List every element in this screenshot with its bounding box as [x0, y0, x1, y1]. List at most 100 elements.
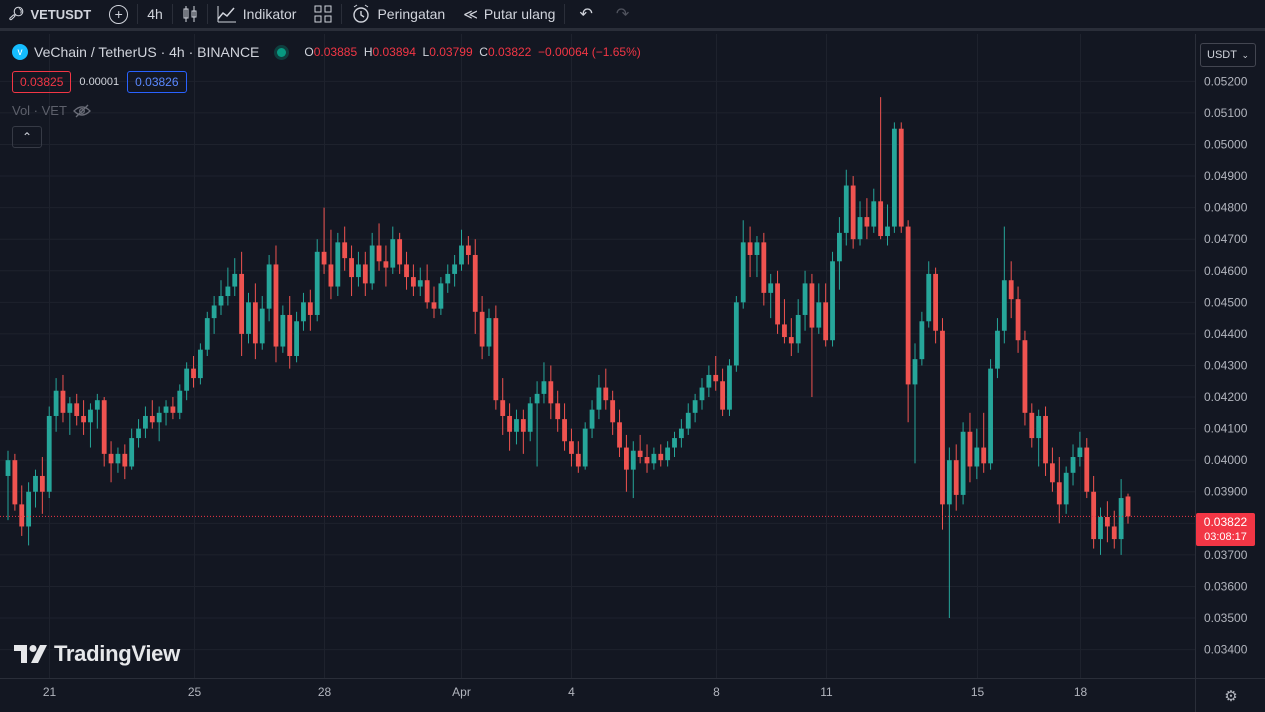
candle-down — [307, 289, 313, 331]
watermark-text: TradingView — [54, 641, 180, 666]
candle-down — [60, 374, 66, 423]
undo-button[interactable]: ↶ — [565, 0, 606, 30]
time-tick-label: 4 — [568, 685, 575, 699]
toolbar-divider — [137, 4, 139, 24]
legend-title[interactable]: VeChain / TetherUS · 4h · BINANCE — [34, 44, 260, 60]
candle-up — [246, 292, 251, 344]
layouts-button[interactable] — [305, 0, 341, 30]
candle-down — [252, 283, 258, 360]
candle-down — [342, 226, 348, 271]
toolbar-divider — [341, 4, 343, 24]
candle-up — [1063, 466, 1069, 514]
candle-body — [1056, 482, 1062, 505]
redo-icon: ↷ — [615, 6, 630, 23]
eye-hidden-icon[interactable] — [73, 104, 91, 118]
price-tick-label: 0.04400 — [1204, 327, 1248, 341]
last-price-tag: 0.03822 03:08:17 — [1196, 513, 1255, 546]
candle-down — [239, 251, 245, 356]
candle-down — [431, 286, 437, 319]
candle-body — [1001, 280, 1007, 331]
candle-body — [1063, 472, 1069, 505]
candle-body — [115, 453, 121, 464]
replay-button[interactable]: ≪ Putar ulang — [454, 0, 564, 30]
candle-body — [12, 460, 18, 505]
candle-body — [967, 431, 973, 467]
candle-body — [788, 337, 794, 344]
price-scale[interactable]: 0.034000.035000.036000.037000.038000.039… — [1195, 34, 1265, 678]
time-tick-label: 8 — [713, 685, 720, 699]
price-tick-label: 0.03700 — [1204, 548, 1248, 562]
candle-up — [946, 447, 952, 619]
candle-up — [1118, 479, 1124, 555]
currency-select[interactable]: USDT ⌄ — [1200, 43, 1256, 67]
candle-down — [823, 283, 829, 347]
candle-body — [252, 302, 258, 344]
candle-up — [589, 400, 595, 439]
candle-down — [410, 264, 416, 297]
candle-body — [981, 447, 987, 464]
candle-up — [1036, 409, 1042, 467]
buy-button[interactable]: 0.03826 — [127, 71, 187, 93]
chart-type-button[interactable] — [173, 0, 207, 30]
candle-down — [933, 267, 939, 344]
candle-body — [816, 302, 822, 328]
candle-up — [919, 311, 925, 366]
candle-up — [211, 296, 217, 334]
candle-up — [727, 359, 732, 416]
low-value: 0.03799 — [429, 45, 473, 59]
candle-up — [46, 406, 52, 499]
redo-button[interactable]: ↷ — [607, 0, 638, 30]
candle-up — [33, 469, 38, 508]
toolbar-divider — [564, 4, 566, 24]
candle-body — [692, 400, 698, 413]
time-tick-label: 28 — [318, 685, 332, 699]
candle-body — [541, 381, 547, 394]
chart-settings-button[interactable]: ⚙ — [1195, 678, 1265, 712]
candle-down — [500, 378, 506, 435]
sell-button[interactable]: 0.03825 — [12, 71, 72, 93]
price-tick-label: 0.03600 — [1204, 579, 1248, 593]
candle-body — [582, 428, 588, 467]
candle-body — [1118, 498, 1124, 540]
candle-body — [782, 324, 787, 338]
candle-body — [232, 273, 238, 287]
candle-up — [136, 419, 141, 448]
symbol-search-button[interactable]: 🔎︎ VETUSDT — [0, 0, 100, 30]
candle-up — [163, 400, 169, 426]
rewind-icon: ≪ — [463, 5, 478, 22]
indicators-button[interactable]: Indikator — [208, 0, 306, 30]
candle-down — [720, 368, 726, 416]
price-tick-label: 0.04000 — [1204, 453, 1248, 467]
candle-body — [314, 251, 320, 315]
candle-body — [1029, 412, 1035, 439]
price-tick-label: 0.03500 — [1204, 611, 1248, 625]
candle-down — [747, 226, 753, 278]
collapse-legend-button[interactable]: ⌃ — [12, 126, 42, 148]
candle-body — [514, 419, 519, 432]
candle-body — [548, 381, 554, 404]
candle-body — [129, 438, 135, 467]
candle-up — [452, 254, 458, 287]
candle-body — [342, 242, 348, 259]
candle-down — [644, 444, 650, 473]
candle-body — [665, 447, 671, 461]
candle-body — [438, 283, 444, 309]
candle-up — [156, 406, 162, 442]
candlestick-chart[interactable] — [0, 34, 1195, 678]
alerts-button[interactable]: Peringatan — [342, 0, 454, 30]
candle-down — [108, 441, 114, 483]
candle-up — [685, 403, 691, 435]
candle-body — [727, 365, 732, 410]
interval-button[interactable]: 4h — [138, 0, 172, 30]
candle-body — [768, 283, 774, 293]
candle-body — [534, 393, 540, 404]
candle-down — [905, 220, 911, 423]
price-tick-label: 0.04700 — [1204, 232, 1248, 246]
compare-add-button[interactable]: + — [100, 0, 137, 30]
time-scale[interactable]: 21 25 28 Apr 4 8 11 15 18 — [0, 678, 1195, 712]
candle-body — [926, 273, 932, 322]
candle-body — [685, 412, 691, 429]
candle-up — [795, 299, 801, 353]
candle-up — [177, 384, 183, 420]
candle-up — [830, 251, 835, 347]
